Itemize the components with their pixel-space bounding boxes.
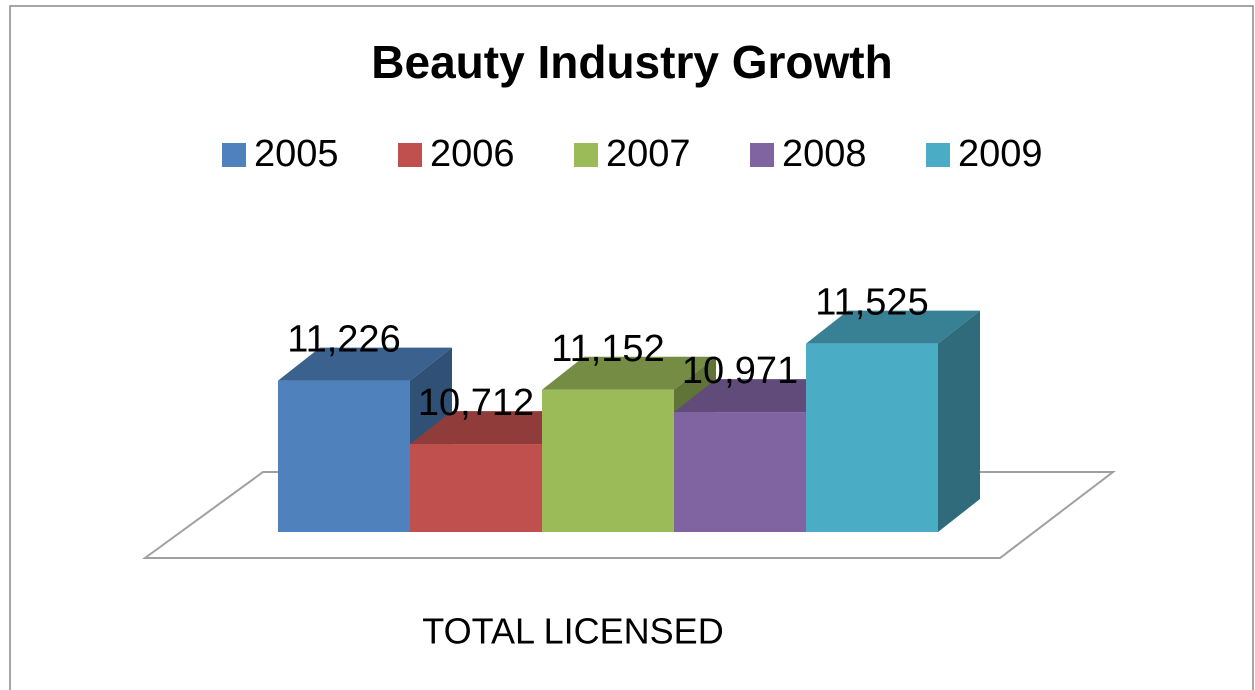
legend-swatch <box>750 143 774 167</box>
value-label: 10,971 <box>682 350 798 392</box>
chart-frame <box>9 5 1254 690</box>
chart-title: Beauty Industry Growth <box>371 36 892 88</box>
value-label: 11,152 <box>551 328 664 370</box>
bar-top <box>278 347 452 381</box>
bar-top <box>806 310 980 344</box>
bar <box>410 444 542 532</box>
legend-label: 2005 <box>254 133 339 175</box>
bar <box>674 412 806 532</box>
legend-swatch <box>398 143 422 167</box>
legend-label: 2006 <box>430 133 515 175</box>
legend-swatch <box>222 143 246 167</box>
legend-label: 2007 <box>606 133 691 175</box>
bar-top <box>674 379 848 413</box>
bar <box>542 389 674 532</box>
value-label: 11,525 <box>815 282 928 324</box>
bar-side <box>938 310 980 532</box>
x-tick-label: TOTAL LICENSED <box>422 611 723 652</box>
bar-top <box>410 411 584 445</box>
bar <box>806 343 938 532</box>
value-label: 10,712 <box>418 382 534 424</box>
bar-top <box>542 356 716 390</box>
legend-swatch <box>926 143 950 167</box>
legend-label: 2008 <box>782 133 867 175</box>
legend-swatch <box>574 143 598 167</box>
value-label: 11,226 <box>287 319 400 361</box>
legend-label: 2009 <box>958 133 1043 175</box>
bar <box>278 380 410 532</box>
